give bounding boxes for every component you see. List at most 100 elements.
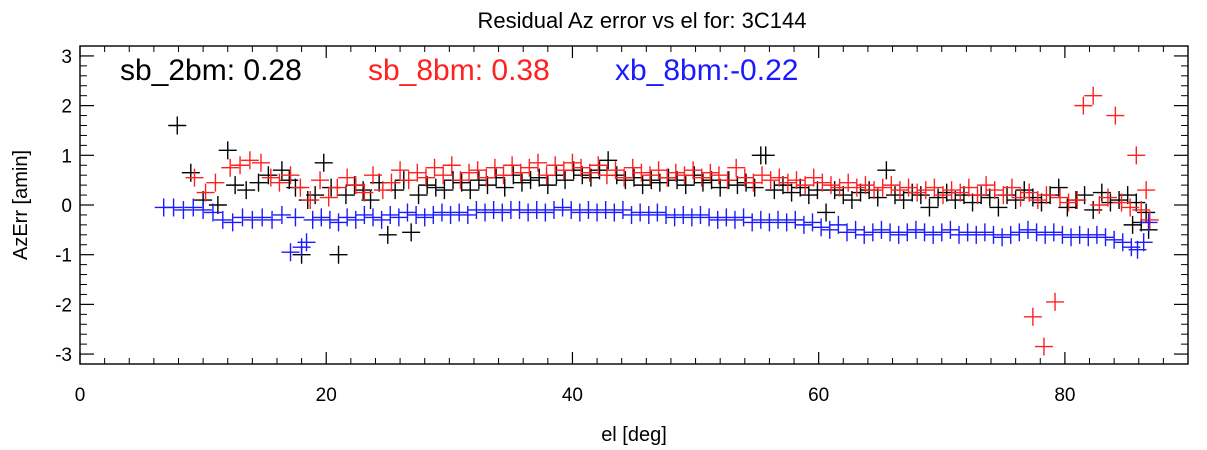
data-point [354, 181, 373, 200]
data-point [336, 186, 355, 205]
data-point [458, 205, 477, 224]
data-point [837, 223, 856, 242]
x-axis-title: el [deg] [601, 424, 667, 446]
data-point [1046, 292, 1065, 311]
data-point [579, 200, 598, 219]
data-point [1062, 228, 1081, 247]
data-point [231, 156, 250, 175]
data-point [684, 161, 703, 180]
data-point [842, 191, 861, 210]
data-point [249, 173, 268, 192]
axis-ticks [79, 45, 1189, 365]
x-tick-label: 60 [808, 385, 829, 406]
data-point [916, 181, 935, 200]
data-point [208, 196, 227, 214]
data-point [980, 188, 999, 207]
data-point [1037, 186, 1056, 205]
data-point [1006, 191, 1025, 210]
data-point [185, 168, 204, 187]
data-point [292, 238, 311, 257]
data-point [1058, 198, 1077, 217]
data-point [906, 220, 925, 239]
data-point [908, 183, 927, 202]
data-point [372, 210, 391, 229]
data-point [355, 183, 374, 202]
data-point [416, 168, 435, 187]
data-point [932, 223, 951, 242]
data-point [378, 225, 397, 244]
data-point [1121, 198, 1140, 217]
data-point [787, 171, 806, 190]
data-point [338, 208, 357, 227]
data-point [1027, 223, 1046, 242]
data-point [782, 183, 801, 202]
data-point [314, 153, 333, 172]
data-point [994, 186, 1013, 205]
data-point [364, 166, 383, 185]
data-point [164, 198, 183, 217]
data-point [920, 198, 939, 217]
data-point [728, 176, 747, 195]
data-point [1036, 225, 1055, 244]
data-point [1087, 225, 1106, 244]
data-point [718, 171, 737, 190]
data-point [808, 181, 827, 200]
data-point [1032, 193, 1051, 212]
data-point [668, 171, 687, 190]
data-point [373, 181, 392, 200]
data-point [442, 156, 461, 175]
data-point [796, 176, 815, 195]
data-point [519, 203, 538, 222]
data-point [872, 220, 891, 239]
data-point [1123, 215, 1142, 234]
data-point [521, 171, 540, 190]
data-point [847, 178, 866, 197]
data-point [181, 163, 200, 182]
data-point [657, 205, 676, 224]
data-point [885, 186, 904, 205]
data-point [676, 176, 695, 195]
data-point [553, 198, 572, 217]
data-point [889, 225, 908, 244]
data-point [773, 176, 792, 195]
data-point [777, 213, 796, 232]
data-point [753, 166, 772, 185]
data-point [665, 208, 684, 227]
plot-frame [79, 45, 1189, 365]
chart-title: Residual Az error vs el for: 3C144 [478, 8, 807, 33]
data-point [942, 181, 961, 200]
data-point [329, 245, 348, 264]
data-point [692, 168, 711, 187]
legend-entry: xb_8bm:-0.22 [615, 54, 798, 87]
data-point [281, 166, 300, 185]
data-point [272, 205, 291, 224]
data-point [765, 181, 784, 200]
data-point [467, 200, 486, 219]
data-point [546, 156, 565, 175]
data-point [616, 171, 635, 190]
data-point [237, 181, 256, 200]
data-point [398, 203, 417, 222]
data-point [218, 141, 237, 160]
data-point [1112, 193, 1131, 212]
data-point [281, 243, 300, 262]
data-point [1134, 233, 1153, 252]
data-point [799, 186, 818, 205]
data-point [1018, 220, 1037, 239]
data-point [985, 181, 1004, 200]
data-point [708, 210, 727, 229]
data-point [1079, 228, 1098, 247]
data-point [460, 163, 479, 182]
data-point [338, 168, 357, 187]
data-point [701, 163, 720, 182]
data-point [899, 178, 918, 197]
data-point [727, 158, 746, 177]
data-point [615, 168, 634, 187]
data-point [1011, 188, 1030, 207]
data-point [725, 210, 744, 229]
data-point [1023, 307, 1042, 326]
data-point [1113, 233, 1132, 252]
data-point [389, 208, 408, 227]
data-point [441, 205, 460, 224]
data-point [493, 203, 512, 222]
